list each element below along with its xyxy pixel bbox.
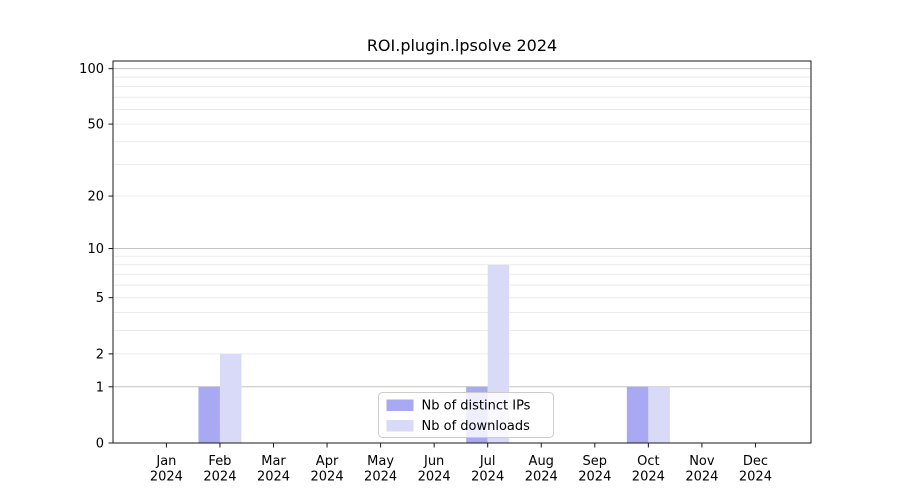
x-tick-label-year: 2024 xyxy=(150,470,183,485)
y-tick-label: 10 xyxy=(87,242,104,257)
bar-feb-downloads xyxy=(219,353,242,443)
y-tick-label: 20 xyxy=(87,190,104,205)
x-tick-label-year: 2024 xyxy=(685,470,718,485)
legend-label-distinct-ips: Nb of distinct IPs xyxy=(422,399,531,414)
y-tick-label: 1 xyxy=(96,380,104,395)
x-tick-label-year: 2024 xyxy=(364,470,397,485)
axes: 0125102050100Jan2024Feb2024Mar2024Apr202… xyxy=(79,60,812,485)
x-tick-label-year: 2024 xyxy=(632,470,665,485)
y-tick-label: 2 xyxy=(96,347,104,362)
bar-feb-distinct-ips xyxy=(198,386,220,443)
x-tick-label-month: Sep xyxy=(583,454,608,469)
x-tick-label-month: Apr xyxy=(316,454,339,469)
x-tick-label-month: May xyxy=(367,454,394,469)
x-tick-label-month: Nov xyxy=(689,454,715,469)
x-tick-label-year: 2024 xyxy=(203,470,236,485)
x-tick-label-month: Jan xyxy=(155,454,176,469)
x-tick-label-year: 2024 xyxy=(525,470,558,485)
x-tick-label-year: 2024 xyxy=(471,470,504,485)
legend-swatch-downloads xyxy=(386,420,414,432)
x-tick-label-month: Jun xyxy=(423,454,444,469)
x-tick-label-year: 2024 xyxy=(578,470,611,485)
x-tick-label-month: Feb xyxy=(208,454,231,469)
legend-swatch-distinct-ips xyxy=(386,399,414,411)
x-tick-label-year: 2024 xyxy=(311,470,344,485)
legend-box xyxy=(378,392,554,438)
x-tick-label-month: Dec xyxy=(743,454,768,469)
x-tick-label-month: Aug xyxy=(529,454,554,469)
y-tick-label: 50 xyxy=(87,118,104,133)
y-tick-label: 100 xyxy=(79,62,104,77)
x-tick-label-month: Oct xyxy=(637,454,659,469)
bar-oct-distinct-ips xyxy=(626,386,649,443)
gridlines xyxy=(113,68,811,388)
x-tick-label-month: Jul xyxy=(479,454,496,469)
x-tick-label-month: Mar xyxy=(261,454,286,469)
legend: Nb of distinct IPs Nb of downloads xyxy=(378,392,554,438)
x-tick-label-year: 2024 xyxy=(257,470,290,485)
legend-label-downloads: Nb of downloads xyxy=(422,419,531,434)
x-tick-label-year: 2024 xyxy=(739,470,772,485)
bar-oct-downloads xyxy=(648,386,670,443)
y-tick-label: 5 xyxy=(96,291,104,306)
y-tick-label: 0 xyxy=(96,437,104,452)
chart-title: ROI.plugin.lpsolve 2024 xyxy=(367,36,557,55)
plot-border xyxy=(112,60,812,444)
x-tick-label-year: 2024 xyxy=(418,470,451,485)
